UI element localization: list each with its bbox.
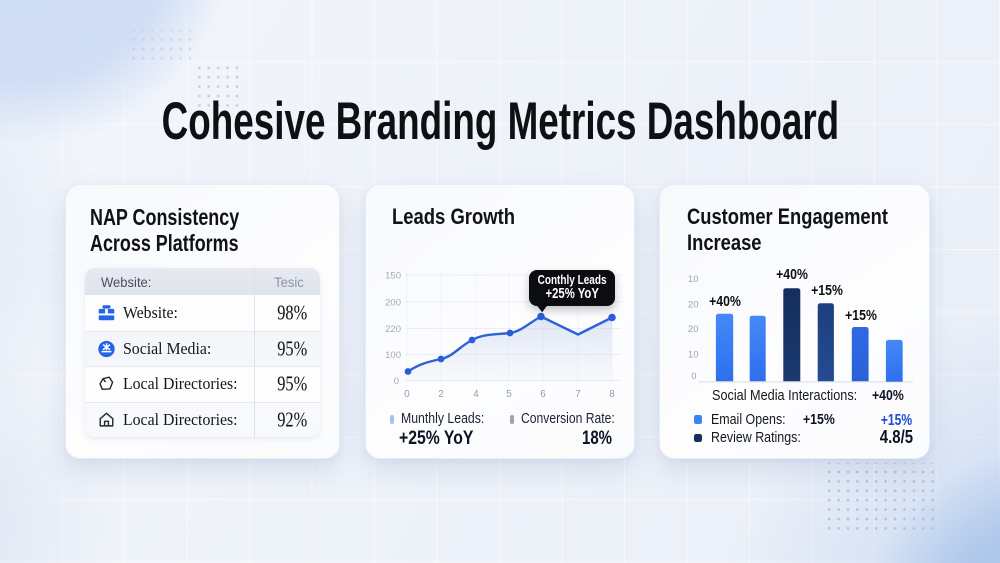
svg-text:0: 0 [394,376,399,387]
svg-text:20: 20 [688,324,699,335]
svg-text:4: 4 [473,389,479,399]
svg-text:200: 200 [385,297,401,308]
svg-text:0: 0 [691,371,696,382]
svg-text:10: 10 [688,349,699,360]
svg-text:5: 5 [506,389,512,399]
svg-text:150: 150 [385,270,401,281]
svg-text:2: 2 [438,389,443,399]
svg-text:0: 0 [404,389,410,399]
svg-text:100: 100 [385,350,401,361]
svg-text:10: 10 [688,274,699,285]
svg-text:7: 7 [575,389,580,399]
svg-text:6: 6 [540,389,546,399]
svg-text:220: 220 [385,324,401,335]
svg-text:8: 8 [609,389,615,399]
svg-text:20: 20 [688,300,699,311]
